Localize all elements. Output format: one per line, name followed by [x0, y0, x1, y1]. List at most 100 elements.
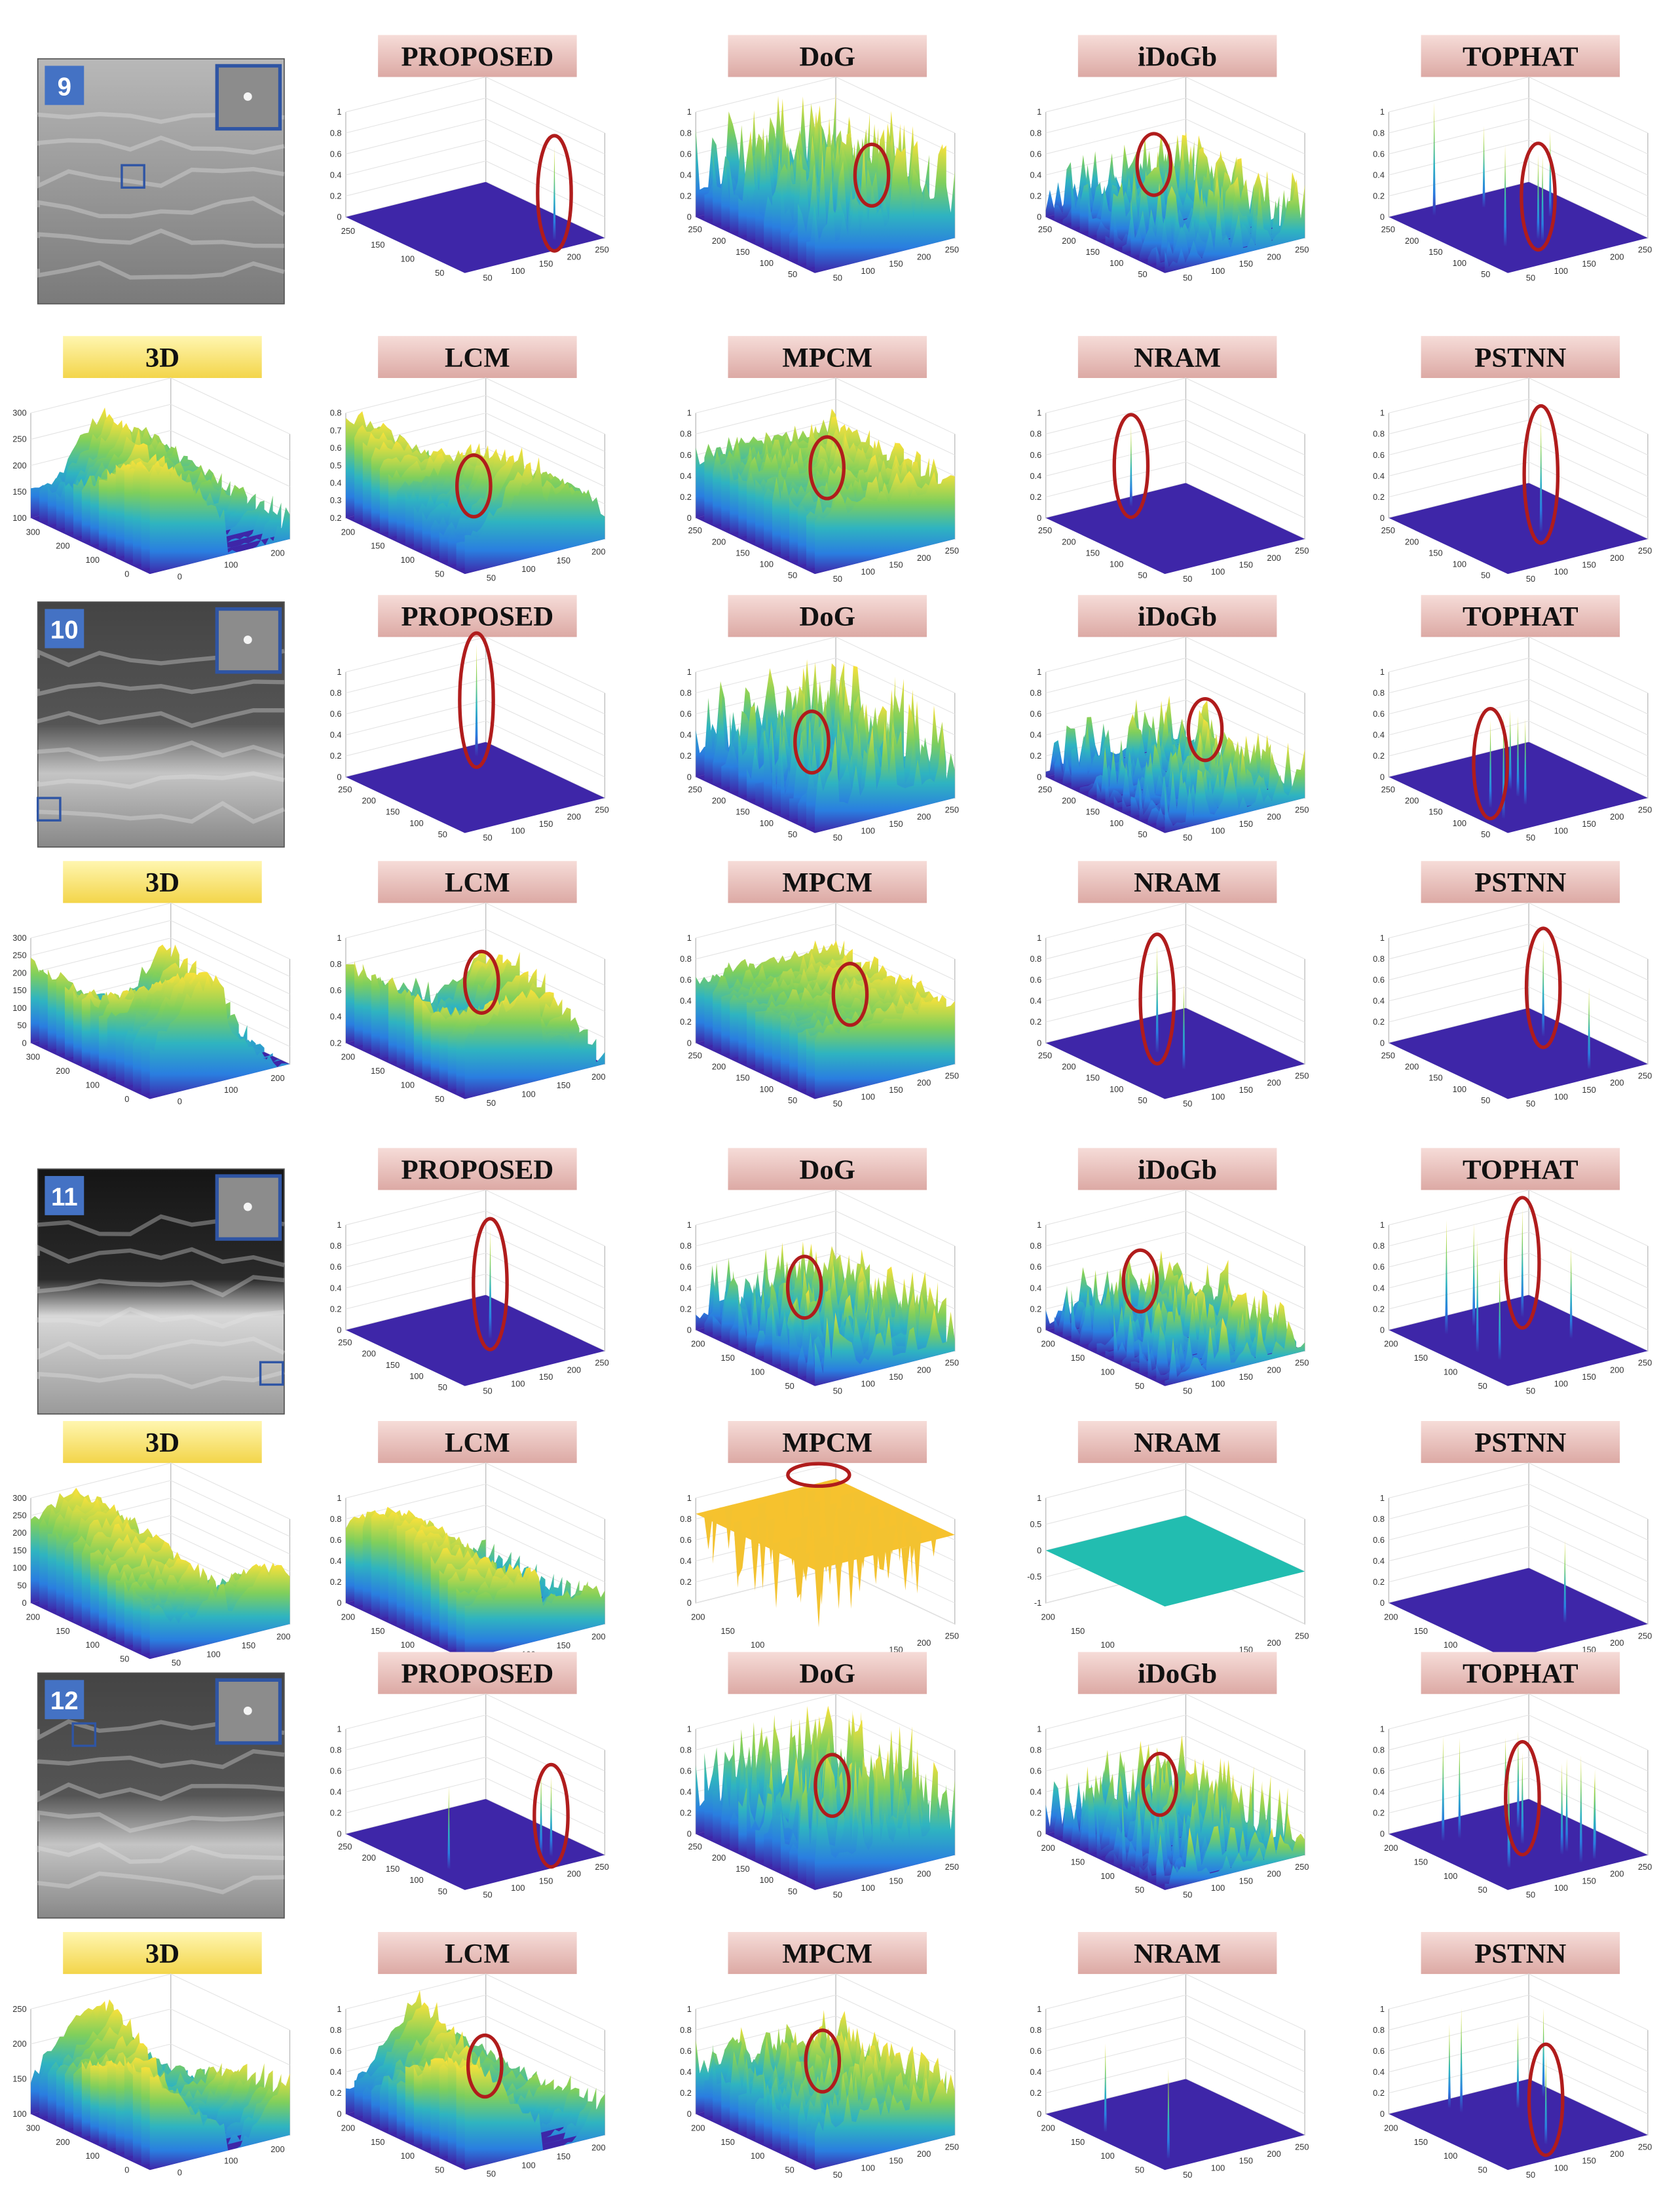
grid-line [345, 1462, 605, 1520]
panel-title: LCM [445, 1428, 510, 1458]
grid-line [1389, 986, 1649, 1044]
grid-line [345, 395, 605, 452]
spike [1544, 2055, 1548, 2145]
z-tick-label: 300 [12, 408, 26, 418]
z-tick-label: 0.8 [1373, 128, 1385, 138]
z-tick-label: 0.5 [1030, 1519, 1041, 1529]
y-tick-label: 100 [1453, 559, 1466, 569]
surface-slice [464, 2064, 605, 2170]
z-tick-label: 0 [1380, 772, 1385, 782]
x-tick-label: 200 [917, 553, 931, 563]
spike [1432, 102, 1436, 216]
z-tick-label: -0.5 [1027, 1572, 1041, 1582]
x-tick-label: 50 [1526, 574, 1535, 584]
y-tick-label: 200 [712, 236, 726, 246]
x-tick-label: 150 [1582, 819, 1596, 829]
x-tick-label: 250 [945, 1631, 959, 1640]
z-tick-label: 1 [1037, 1724, 1041, 1734]
surface-slice [1165, 748, 1305, 833]
y-tick-label: 50 [1478, 1381, 1487, 1391]
z-tick-label: 0.4 [1030, 170, 1041, 180]
z-tick-label: 0 [1380, 1038, 1385, 1048]
z-tick-label: 0.4 [680, 170, 692, 180]
grid-line [1045, 1973, 1305, 2031]
panel-title: 3D [145, 343, 179, 373]
grid-line [1045, 1715, 1305, 1772]
grid-line [1045, 76, 1305, 134]
highlight-ellipse [1141, 1751, 1179, 1817]
z-tick-label: 0.8 [1030, 128, 1041, 138]
x-tick-label: 150 [1239, 1372, 1253, 1382]
z-tick-label: 0 [1380, 1598, 1385, 1608]
x-tick-label: 50 [1526, 1386, 1535, 1395]
highlight-ellipse [455, 453, 493, 519]
title-box [728, 335, 927, 378]
spike [1521, 1753, 1524, 1844]
grid-line [1389, 923, 1649, 981]
spike [489, 1230, 492, 1339]
z-tick-label: 0.6 [1373, 2046, 1385, 2056]
z-tick-label: 0 [1380, 1829, 1385, 1839]
grid-line [696, 1231, 956, 1289]
spike [1569, 1247, 1573, 1339]
panel-title: PSTNN [1474, 1428, 1566, 1458]
surface-slice [815, 471, 955, 575]
grid-line [1045, 986, 1305, 1044]
z-tick-label: 1 [687, 1493, 692, 1503]
title-box [728, 1148, 927, 1190]
x-tick-label: 200 [1610, 1869, 1624, 1879]
x-tick-label: 200 [271, 548, 284, 558]
x-tick-label: 200 [1267, 812, 1280, 822]
y-tick-label: 50 [120, 1654, 129, 1664]
x-tick-label: 250 [1295, 1631, 1309, 1640]
grid-line [30, 1973, 290, 2031]
highlight-ellipse [1503, 1196, 1541, 1330]
grid-line [345, 76, 605, 134]
z-tick-label: 0.4 [680, 1787, 692, 1797]
x-tick-label: 200 [276, 1632, 290, 1642]
y-tick-label: 200 [712, 1853, 726, 1863]
z-tick-label: 0.2 [680, 2088, 692, 2098]
x-tick-label: 50 [487, 1098, 496, 1108]
grid-line [345, 1694, 605, 1751]
highlight-ellipse [785, 1255, 823, 1320]
title-box [378, 35, 577, 77]
y-tick-label: 200 [1384, 1843, 1398, 1853]
z-tick-label: 0.2 [1030, 751, 1041, 761]
z-tick-label: 0.2 [1030, 2088, 1041, 2098]
y-tick-label: 100 [760, 1084, 774, 1094]
grid-line [1389, 161, 1649, 218]
panel-title: PROPOSED [401, 41, 554, 72]
x-tick-label: 150 [1239, 2156, 1253, 2166]
title-box [1077, 335, 1277, 378]
z-tick-label: 0.8 [1373, 1241, 1385, 1251]
z-tick-label: 0.8 [1373, 429, 1385, 439]
z-tick-label: 0.6 [1030, 1262, 1041, 1272]
grid-line [1045, 2036, 1305, 2094]
x-tick-label: 200 [917, 1638, 931, 1648]
panel-title: MPCM [782, 343, 872, 373]
z-tick-label: 1 [1380, 667, 1385, 677]
y-tick-label: 150 [56, 1626, 69, 1636]
z-tick-label: 0.2 [330, 1304, 342, 1314]
y-tick-label: 250 [1381, 785, 1395, 795]
z-tick-label: 0.6 [680, 2046, 692, 2056]
panel-title: iDoGb [1138, 601, 1217, 632]
y-tick-label: 100 [1100, 1640, 1114, 1650]
z-tick-label: 0.4 [1373, 471, 1385, 481]
surface-slice [464, 1569, 605, 1659]
z-tick-label: 0.2 [1373, 1304, 1385, 1314]
z-tick-label: 0.8 [330, 408, 342, 418]
z-tick-label: 0.6 [1030, 149, 1041, 159]
z-tick-label: 0.6 [330, 1262, 342, 1272]
z-tick-label: 0 [687, 2109, 692, 2119]
grid-line [696, 1994, 956, 2052]
spike [1521, 1209, 1524, 1317]
grid-line [1389, 1274, 1649, 1331]
z-tick-label: 0.6 [1030, 709, 1041, 719]
x-tick-label: 200 [917, 1869, 931, 1879]
x-tick-label: 250 [1638, 245, 1652, 255]
x-tick-label: 100 [861, 567, 875, 577]
x-tick-label: 200 [1610, 1365, 1624, 1374]
z-tick-label: 0 [687, 1325, 692, 1335]
